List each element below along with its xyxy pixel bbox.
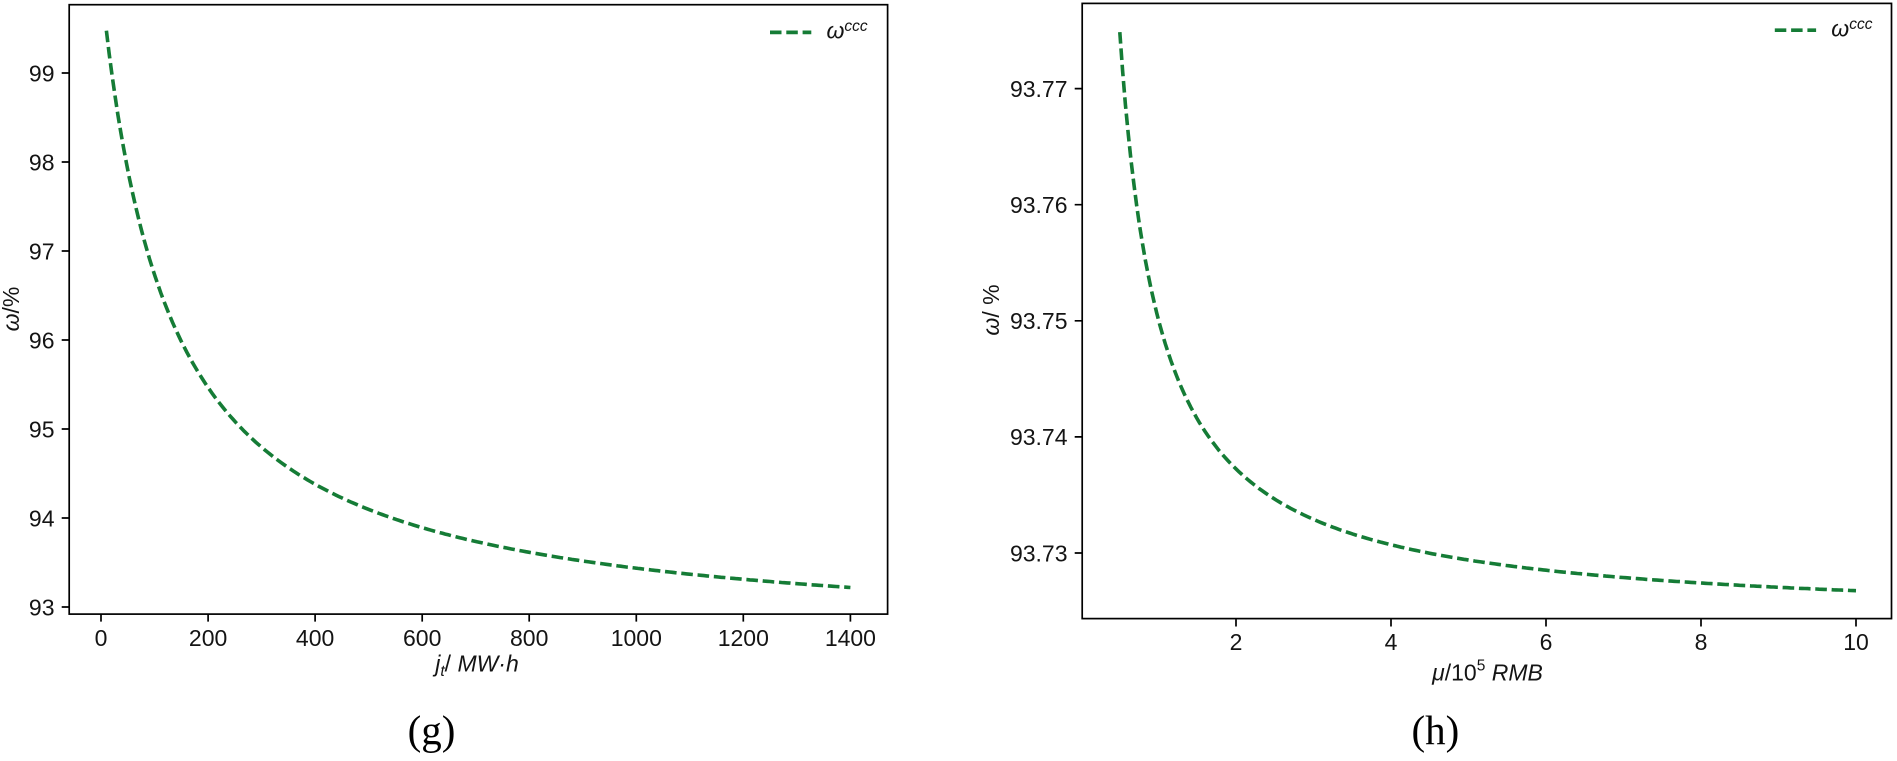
svg-text:98: 98 — [29, 149, 55, 175]
svg-text:(h): (h) — [1411, 707, 1459, 753]
svg-text:97: 97 — [29, 238, 55, 264]
svg-text:800: 800 — [510, 625, 548, 651]
svg-text:6: 6 — [1540, 629, 1553, 655]
svg-text:93.77: 93.77 — [1010, 76, 1068, 102]
svg-text:0: 0 — [95, 625, 108, 651]
svg-text:99: 99 — [29, 60, 55, 86]
svg-text:93.75: 93.75 — [1010, 308, 1068, 334]
svg-text:95: 95 — [29, 416, 55, 442]
svg-text:10: 10 — [1843, 629, 1869, 655]
svg-text:93.73: 93.73 — [1010, 540, 1068, 566]
svg-text:93.74: 93.74 — [1010, 424, 1068, 450]
svg-text:600: 600 — [403, 625, 441, 651]
svg-text:1400: 1400 — [825, 625, 876, 651]
svg-text:μ/105 RMB: μ/105 RMB — [1431, 658, 1543, 686]
svg-text:94: 94 — [29, 505, 55, 531]
svg-text:93: 93 — [29, 594, 55, 620]
svg-text:jt/ MW·h: jt/ MW·h — [432, 651, 519, 681]
svg-text:93.76: 93.76 — [1010, 192, 1068, 218]
svg-text:ω/%: ω/% — [0, 287, 24, 332]
svg-text:1000: 1000 — [611, 625, 662, 651]
svg-text:400: 400 — [296, 625, 334, 651]
svg-text:4: 4 — [1385, 629, 1398, 655]
svg-text:8: 8 — [1695, 629, 1708, 655]
svg-text:1200: 1200 — [718, 625, 769, 651]
svg-text:(g): (g) — [408, 707, 456, 753]
svg-text:96: 96 — [29, 327, 55, 353]
svg-text:ω/ %: ω/ % — [978, 284, 1004, 335]
svg-text:200: 200 — [189, 625, 227, 651]
svg-text:2: 2 — [1230, 629, 1243, 655]
